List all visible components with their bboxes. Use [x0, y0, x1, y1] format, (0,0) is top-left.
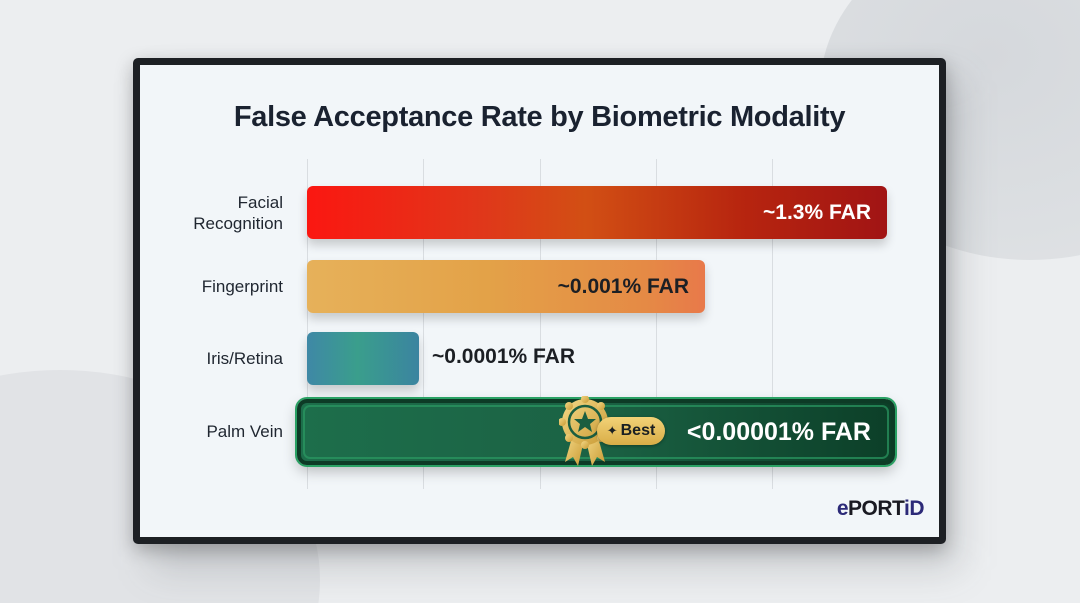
best-badge: ✦ Best: [597, 417, 665, 445]
logo-port: PORT: [848, 497, 904, 520]
award-medal-icon: [559, 396, 611, 466]
bar-fingerprint: ~0.001% FAR: [307, 260, 705, 313]
bar-iris-retina: [307, 332, 419, 385]
gridline: [423, 159, 424, 489]
label-line: Recognition: [193, 214, 283, 233]
bar-facial-recognition: ~1.3% FAR: [307, 186, 887, 239]
eportid-logo: ePORTiD: [836, 497, 925, 521]
chart-panel: False Acceptance Rate by Biometric Modal…: [140, 65, 939, 537]
gridline: [656, 159, 657, 489]
best-badge-label: Best: [620, 422, 656, 439]
bar-value-label: ~0.001% FAR: [557, 274, 689, 298]
label-line: Facial: [237, 193, 283, 212]
gridline: [540, 159, 541, 489]
chart-title: False Acceptance Rate by Biometric Modal…: [233, 101, 846, 133]
logo-e: e: [836, 497, 849, 520]
gridline: [307, 159, 308, 489]
category-label-fingerprint: Fingerprint: [201, 277, 283, 296]
bar-value-label: ~1.3% FAR: [763, 200, 871, 224]
category-label-facial-recognition: Facial Recognition: [193, 192, 283, 234]
logo-id: iD: [904, 497, 925, 520]
bar-value-label: ~0.0001% FAR: [432, 345, 576, 368]
category-label-palm-vein: Palm Vein: [206, 422, 283, 441]
display-frame: False Acceptance Rate by Biometric Modal…: [133, 58, 946, 544]
category-label-iris-retina: Iris/Retina: [206, 349, 283, 368]
gridline: [772, 159, 773, 489]
sparkle-icon: ✦: [606, 423, 618, 438]
bar-value-label: <0.00001% FAR: [686, 417, 871, 446]
